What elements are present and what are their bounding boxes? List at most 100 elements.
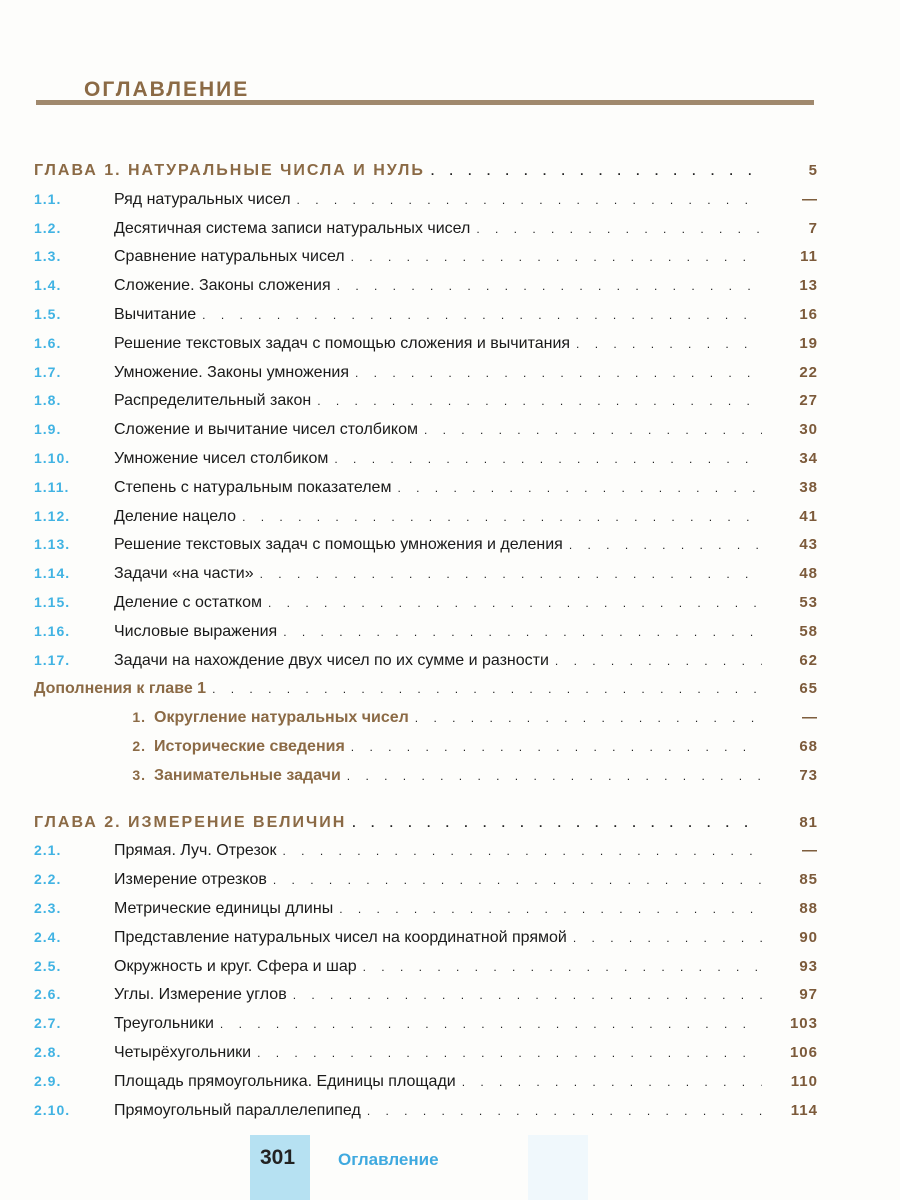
page-ref: 19 [799,334,818,352]
entry-title: Углы. Измерение углов [114,986,287,1004]
toc-entry[interactable]: 1.9. Сложение и вычитание чисел столбиком… [34,421,818,450]
page-ref: 41 [799,507,818,525]
spacer [34,796,818,814]
entry-title: Дополнения к главе 1 [34,680,207,698]
toc-entry[interactable]: 2.2. Измерение отрезков . . . . . . . . . … [34,871,818,900]
page-ref: 85 [799,871,818,889]
entry-title: Сравнение натуральных чисел [114,248,345,266]
entry-title: Четырёхугольники [114,1043,252,1061]
page-ref: 22 [799,363,818,381]
toc-entry[interactable]: 1.5. Вычитание . . . . . . . . . . . . . .… [34,306,818,335]
entry-title: Решение текстовых задач с помощью умноже… [114,536,563,554]
dot-leader: . . . . . . . . . . . . . . . . . . . . … [339,901,762,916]
toc-entry[interactable]: 2.1. Прямая. Луч. Отрезок . . . . . . . . … [34,842,818,871]
page-ref: 65 [799,680,818,698]
page-ref: 11 [800,248,818,266]
toc-entry[interactable]: 2.5. Окружность и круг. Сфера и шар . . . … [34,958,818,987]
supplement-entry[interactable]: 2. Исторические сведения . . . . . . . . .… [34,738,818,767]
page-ref: 81 [799,813,818,831]
toc-entry[interactable]: 1.14. Задачи «на части» . . . . . . . . . … [34,565,818,594]
page-number: 301 [260,1146,296,1169]
page-ref: 68 [799,737,818,755]
page-ref: 5 [808,162,818,179]
dot-leader: . . . . . . . . . . . . . . . . . . . . … [219,1017,762,1032]
toc-entry[interactable]: 2.8. Четырёхугольники . . . . . . . . . . … [34,1044,818,1073]
dot-leader: . . . . . . . . . . . . . . . . . . . . … [568,538,762,553]
chapter-heading[interactable]: Глава 1. Натуральные числа и нуль . . . .… [34,162,818,191]
section-number: 1.12. [34,507,71,524]
toc-entry[interactable]: 1.16. Числовые выражения . . . . . . . . .… [34,623,818,652]
toc-entry[interactable]: 2.10. Прямоугольный параллелепипед . . . .… [34,1102,818,1131]
section-number: 2.10. [34,1101,71,1118]
section-number: 2.1. [34,842,62,859]
page-ref: 27 [799,392,818,410]
page-ref: 110 [790,1072,818,1090]
dot-leader: . . . . . . . . . . . . . . . . . . . . … [292,988,762,1003]
toc-entry[interactable]: 1.13. Решение текстовых задач с помощью у… [34,536,818,565]
page-ref: 106 [789,1043,818,1061]
toc-entry[interactable]: 1.6. Решение текстовых задач с помощью сл… [34,335,818,364]
page-ref: 16 [799,305,818,323]
entry-title: Площадь прямоугольника. Единицы площади [114,1072,456,1090]
section-number: 1.17. [34,651,71,668]
toc-entry[interactable]: 2.6. Углы. Измерение углов . . . . . . . .… [34,986,818,1015]
entry-title: Десятичная система записи натуральных чи… [114,219,471,237]
page-ref: — [802,842,818,860]
entry-title: Прямоугольный параллелепипед [114,1101,361,1119]
dot-leader: . . . . . . . . . . . . . . . . . . . . … [257,1045,762,1060]
page-ref: — [802,709,818,727]
toc-entry[interactable]: 2.9. Площадь прямоугольника. Единицы площ… [34,1073,818,1102]
page-ref: 34 [799,449,818,467]
dot-leader: . . . . . . . . . . . . . . . . . . . . … [350,250,762,265]
item-number: 1. [132,709,146,726]
table-of-contents: Глава 1. Натуральные числа и нуль . . . .… [34,162,818,1130]
toc-entry[interactable]: 2.7. Треугольники . . . . . . . . . . . . … [34,1015,818,1044]
toc-entry[interactable]: 2.3. Метрические единицы длины . . . . . .… [34,900,818,929]
dot-leader: . . . . . . . . . . . . . . . . . . . . … [430,164,762,178]
entry-title: Числовые выражения [114,622,278,640]
page-ref: 13 [799,277,818,295]
dot-leader: . . . . . . . . . . . . . . . . . . . . … [362,959,762,974]
chapter-heading[interactable]: Глава 2. Измерение величин . . . . . . . … [34,814,818,843]
entry-title: Ряд натуральных чисел [114,190,291,208]
toc-entry[interactable]: 1.8. Распределительный закон . . . . . . .… [34,392,818,421]
section-number: 1.16. [34,622,71,639]
dot-leader: . . . . . . . . . . . . . . . . . . . . … [336,279,762,294]
section-number: 1.3. [34,248,62,265]
dot-leader: . . . . . . . . . . . . . . . . . . . . … [259,567,762,582]
footer-decoration [528,1135,588,1200]
supplement-heading[interactable]: Дополнения к главе 1 . . . . . . . . . . … [34,680,818,709]
entry-title: Метрические единицы длины [114,899,334,917]
toc-entry[interactable]: 1.7. Умножение. Законы умножения . . . . .… [34,364,818,393]
toc-entry[interactable]: 1.2. Десятичная система записи натуральны… [34,220,818,249]
entry-title: Деление с остатком [114,593,262,611]
entry-title: Степень с натуральным показателем [114,478,392,496]
entry-title: Исторические сведения [154,737,345,755]
section-number: 2.9. [34,1072,62,1089]
section-number: 2.8. [34,1043,62,1060]
entry-title: Умножение. Законы умножения [114,363,349,381]
entry-title: Прямая. Луч. Отрезок [114,842,277,860]
toc-entry[interactable]: 1.1. Ряд натуральных чисел . . . . . . . .… [34,191,818,220]
supplement-entry[interactable]: 1. Округление натуральных чисел . . . . . … [34,709,818,738]
dot-leader: . . . . . . . . . . . . . . . . . . . . … [476,221,762,236]
section-number: 1.9. [34,421,62,438]
page-ref: 38 [799,478,818,496]
toc-entry[interactable]: 1.11. Степень с натуральным показателем . … [34,479,818,508]
toc-entry[interactable]: 1.10. Умножение чисел столбиком . . . . . … [34,450,818,479]
entry-title: Умножение чисел столбиком [114,449,329,467]
toc-entry[interactable]: 1.17. Задачи на нахождение двух чисел по … [34,652,818,681]
page-ref: 103 [789,1015,818,1033]
supplement-entry[interactable]: 3. Занимательные задачи . . . . . . . . . … [34,767,818,796]
toc-entry[interactable]: 1.12. Деление нацело . . . . . . . . . . .… [34,508,818,537]
section-number: 1.4. [34,277,62,294]
entry-title: Округление натуральных чисел [154,709,409,727]
toc-entry[interactable]: 1.15. Деление с остатком . . . . . . . . .… [34,594,818,623]
toc-entry[interactable]: 2.4. Представление натуральных чисел на к… [34,929,818,958]
toc-entry[interactable]: 1.4. Сложение. Законы сложения . . . . . .… [34,277,818,306]
section-number: 1.15. [34,593,71,610]
toc-entry[interactable]: 1.3. Сравнение натуральных чисел . . . . .… [34,248,818,277]
section-number: 1.7. [34,363,62,380]
page-ref: 88 [799,899,818,917]
section-number: 2.6. [34,986,62,1003]
